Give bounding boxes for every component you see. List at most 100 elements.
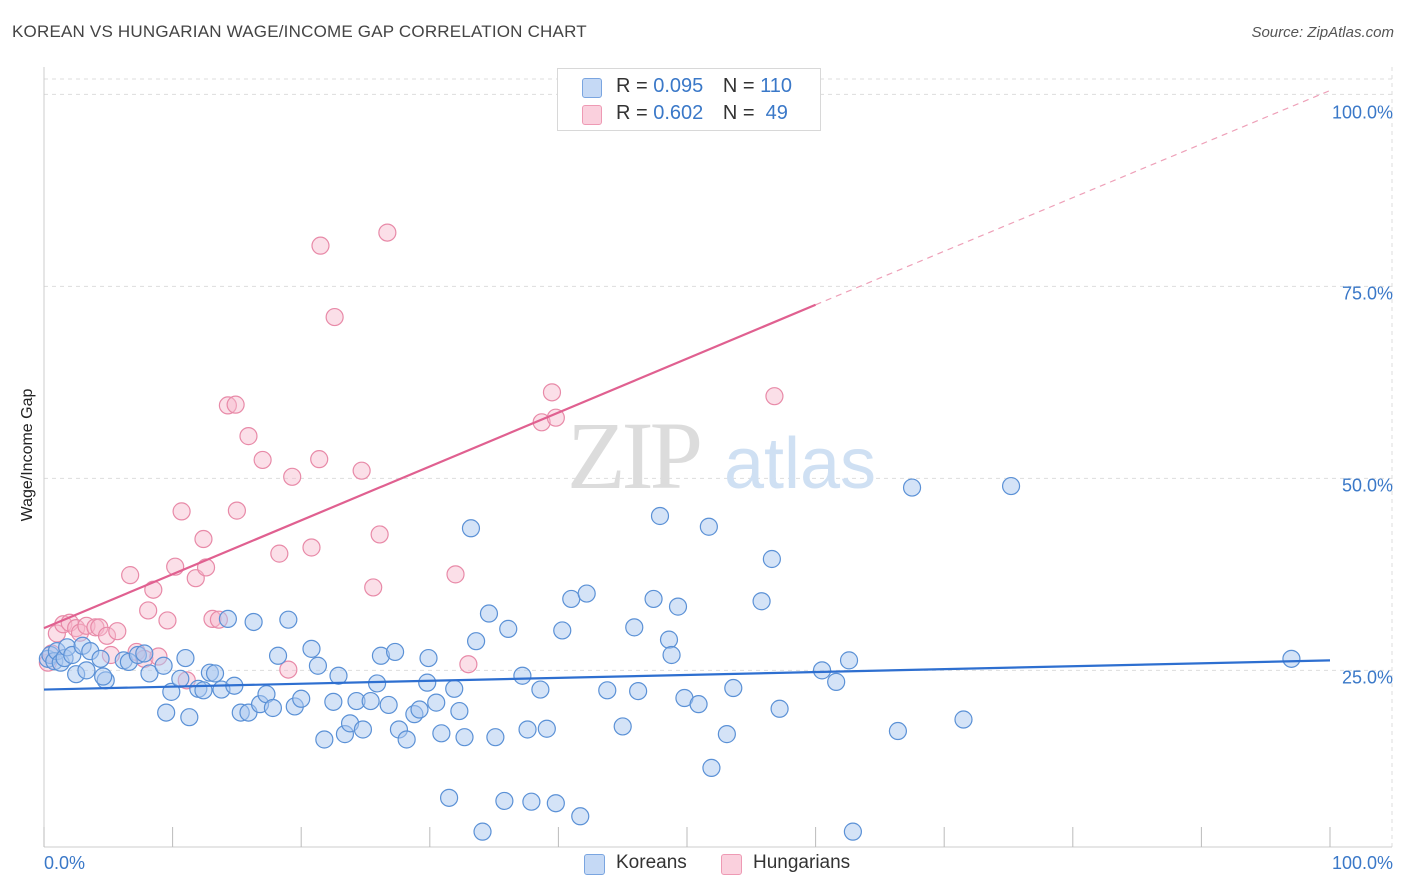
koreans-point <box>553 621 572 640</box>
hungarians-point <box>302 538 321 557</box>
legend-r-value: 0.095 <box>653 75 704 97</box>
koreans-point <box>839 651 859 670</box>
koreans-point <box>91 649 110 668</box>
hungarians-point <box>459 655 478 674</box>
koreans-point <box>752 592 771 611</box>
hungarians-point <box>253 450 272 470</box>
koreans-point <box>762 549 781 569</box>
legend-n-label: N = <box>722 102 761 124</box>
gridlines <box>44 67 1393 847</box>
watermark: ZIP atlas <box>567 402 876 509</box>
koreans-point <box>419 648 438 668</box>
koreans-point <box>135 644 154 663</box>
koreans-point <box>668 597 688 616</box>
koreans-point <box>659 630 679 649</box>
koreans-point <box>812 661 832 680</box>
koreans-point <box>140 664 159 683</box>
legend-n-label: N = <box>722 75 761 97</box>
tick-labels: 25.0% 50.0% 75.0% 100.0% 0.0% 100.0% <box>44 102 1393 873</box>
koreans-point <box>486 728 505 747</box>
hungarians-point <box>378 223 397 242</box>
legend-r-value: 0.602 <box>653 102 704 124</box>
koreans-point <box>699 517 718 536</box>
koreans-point <box>522 792 541 811</box>
y-tick-label: 100.0% <box>1332 102 1393 122</box>
hungarians-point <box>139 601 158 620</box>
koreans-point <box>644 589 663 609</box>
source-label: Source: ZipAtlas.com <box>1251 24 1394 41</box>
koreans-point <box>450 701 469 721</box>
koreans-point <box>292 689 311 708</box>
hungarians-point <box>446 565 465 584</box>
koreans-point <box>154 656 173 675</box>
koreans-point <box>263 698 283 718</box>
koreans-point <box>385 642 405 662</box>
hungarians-point <box>226 395 245 414</box>
hungarians-point <box>270 544 289 563</box>
koreans-point <box>418 673 437 692</box>
koreans-swatch <box>582 78 602 98</box>
koreans-point <box>613 717 632 736</box>
hungarians-point <box>352 461 371 480</box>
hungarians-point <box>310 450 329 469</box>
koreans-point <box>353 720 373 739</box>
hungarians-point <box>311 236 330 255</box>
legend-n-value: 110 <box>760 75 793 97</box>
koreans-trendline <box>43 659 1331 691</box>
koreans-point <box>662 645 681 665</box>
koreans-point <box>324 692 343 711</box>
koreans-point <box>367 674 387 693</box>
koreans-point <box>888 721 908 741</box>
hungarians-point <box>364 578 383 597</box>
legend-r-label: R = <box>616 102 654 124</box>
koreans-point <box>77 661 96 680</box>
legend-r-label: R = <box>616 75 654 97</box>
koreans-point <box>598 681 617 700</box>
koreans-point <box>702 758 721 777</box>
hungarians-point <box>47 624 66 643</box>
koreans-points <box>38 476 1301 841</box>
koreans-point <box>455 728 474 747</box>
y-tick-label: 75.0% <box>1342 283 1393 303</box>
koreans-point <box>717 725 736 744</box>
koreans-point <box>308 656 328 675</box>
koreans-point <box>445 679 464 698</box>
koreans-point <box>724 678 743 698</box>
koreans-point <box>466 632 486 651</box>
koreans-point <box>562 589 581 609</box>
hungarians-point <box>196 558 216 577</box>
hungarians-swatch <box>582 105 602 125</box>
koreans-point <box>473 822 492 841</box>
hungarians-point <box>172 502 191 521</box>
koreans-point <box>218 609 237 629</box>
koreans-point <box>397 730 416 749</box>
koreans-point <box>180 708 199 727</box>
hungarians-point <box>283 467 302 486</box>
koreans-point <box>379 695 398 715</box>
hungarians-point <box>325 307 344 327</box>
koreans-point <box>279 610 298 629</box>
hungarians-point <box>765 387 784 406</box>
koreans-point <box>194 681 213 700</box>
koreans-point <box>577 584 596 603</box>
koreans-point <box>176 648 195 668</box>
correlation-legend: R = 0.095 N = 110 R = 0.602 N = 49 <box>557 68 821 131</box>
hungarians-point <box>218 396 237 415</box>
koreans-point <box>770 699 789 718</box>
koreans-point <box>1282 649 1301 668</box>
x-tick-label: 100.0% <box>1332 853 1393 873</box>
koreans-point <box>689 695 708 714</box>
hungarians-point <box>227 501 246 520</box>
y-axis-label: Wage/Income Gap <box>19 388 36 522</box>
watermark-atlas: atlas <box>724 424 876 504</box>
koreans-swatch <box>584 854 605 875</box>
hungarians-swatch <box>721 854 742 875</box>
axes <box>43 67 1392 848</box>
koreans-point <box>432 724 451 743</box>
hungarians-point <box>97 626 117 645</box>
koreans-point <box>244 612 263 632</box>
koreans-point <box>827 672 846 691</box>
koreans-point <box>629 681 648 701</box>
koreans-point <box>625 618 644 637</box>
koreans-point <box>268 646 288 665</box>
